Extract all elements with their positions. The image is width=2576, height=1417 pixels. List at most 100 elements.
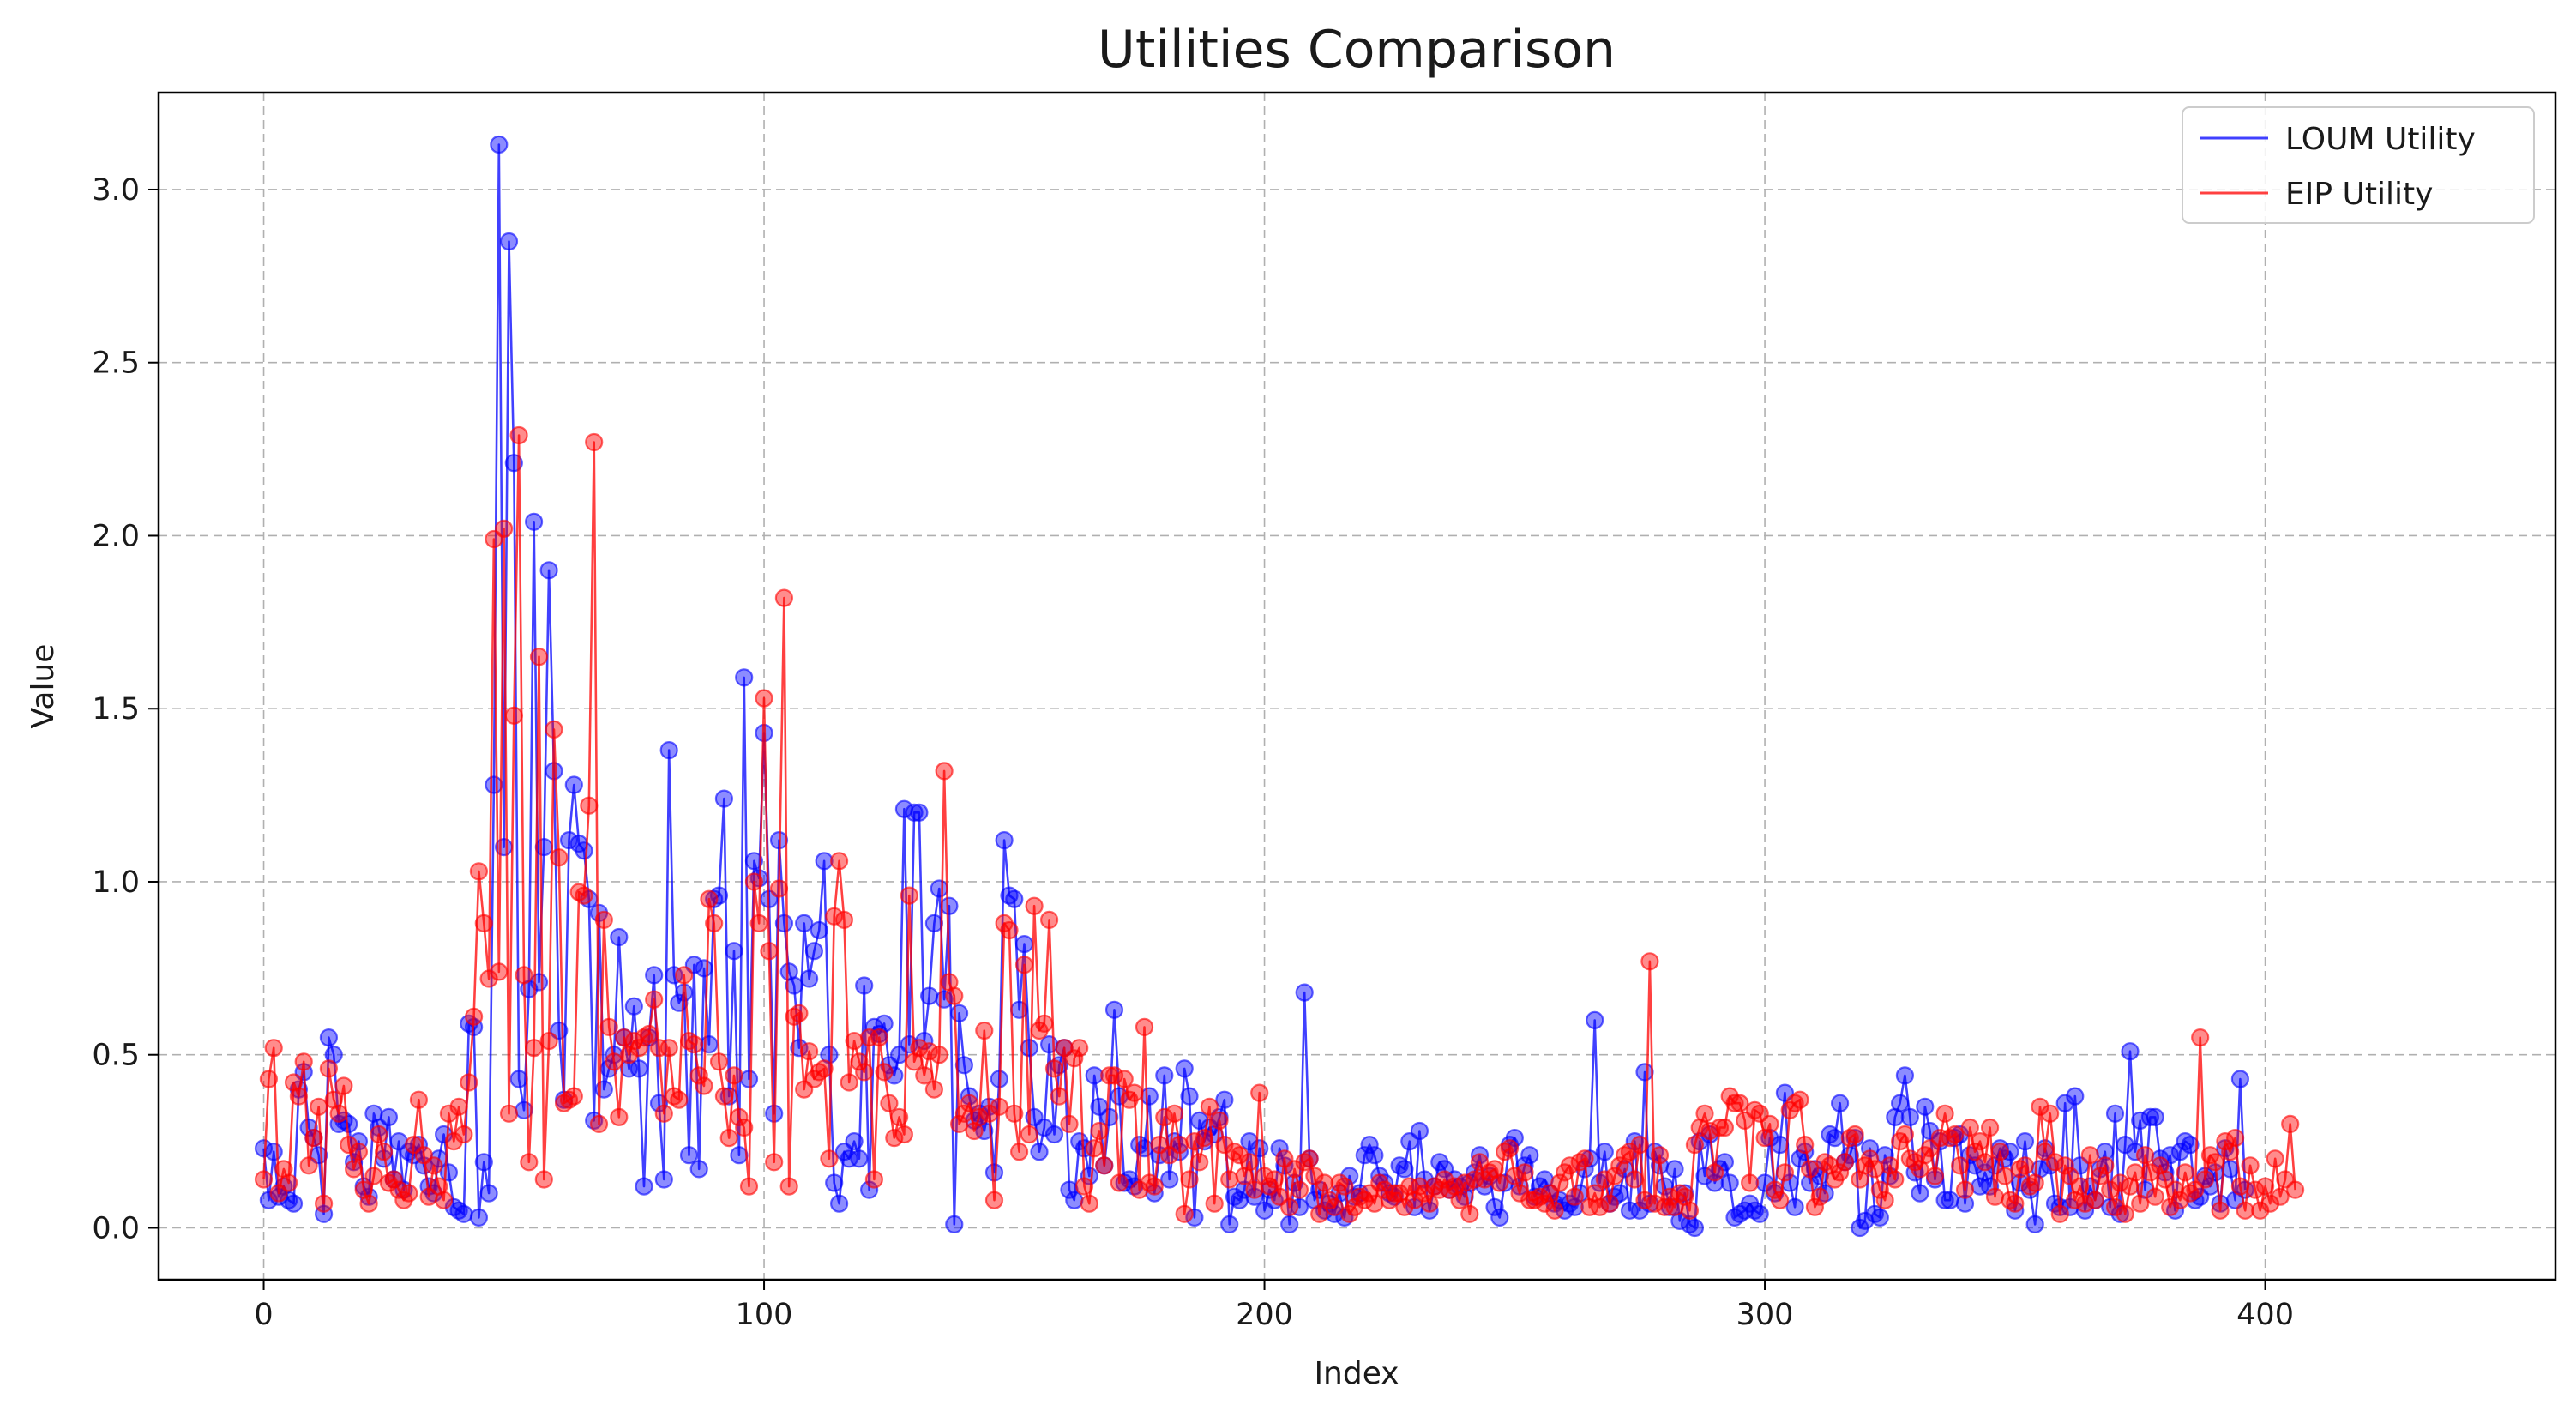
data-point <box>2126 1163 2145 1182</box>
data-point <box>1360 1135 1379 1155</box>
data-point <box>1630 1201 1649 1220</box>
data-point <box>2080 1146 2099 1165</box>
data-point <box>1280 1197 1299 1216</box>
data-point <box>550 848 569 867</box>
data-point <box>1060 1114 1079 1134</box>
data-point <box>1771 1191 1790 1209</box>
data-point <box>979 1104 999 1123</box>
x-axis-label: Index <box>1314 1356 1399 1391</box>
data-point <box>915 1066 934 1085</box>
data-point <box>1450 1191 1469 1209</box>
data-point <box>825 1173 844 1192</box>
data-point <box>444 1131 463 1151</box>
data-point <box>545 720 563 739</box>
data-point <box>829 1194 849 1213</box>
data-point <box>2216 1131 2235 1151</box>
data-point <box>700 889 719 908</box>
data-point <box>1685 1135 1705 1155</box>
data-point <box>679 1146 699 1165</box>
data-point <box>2025 1215 2044 1234</box>
data-point <box>1625 1170 1644 1189</box>
data-point <box>1595 1143 1614 1161</box>
data-point <box>875 1063 894 1082</box>
data-point <box>2251 1201 2270 1220</box>
data-point <box>1870 1180 1889 1199</box>
data-point <box>1490 1173 1509 1192</box>
data-point <box>539 561 558 580</box>
data-point <box>815 852 834 871</box>
data-point <box>1460 1204 1479 1223</box>
data-point <box>1680 1201 1700 1220</box>
data-point <box>924 914 944 933</box>
data-point <box>760 942 779 961</box>
data-point <box>810 920 828 940</box>
data-point <box>1200 1097 1219 1116</box>
data-point <box>1535 1194 1554 1213</box>
data-point <box>654 1170 673 1189</box>
data-point <box>2256 1177 2275 1196</box>
data-point <box>885 1128 904 1148</box>
data-point <box>284 1194 304 1213</box>
y-axis-label: Value <box>26 644 61 729</box>
data-point <box>640 1024 659 1044</box>
data-point <box>970 1107 989 1127</box>
data-point <box>940 896 959 915</box>
data-point <box>2226 1128 2245 1148</box>
data-point <box>1766 1180 1785 1199</box>
data-point <box>2230 1070 2249 1088</box>
data-point <box>594 910 613 930</box>
data-point <box>1750 1204 1769 1223</box>
data-point <box>1385 1184 1404 1203</box>
data-point <box>1510 1184 1529 1203</box>
data-point <box>1285 1160 1304 1179</box>
data-point <box>984 1163 1004 1182</box>
x-tick-label: 400 <box>2236 1298 2294 1332</box>
data-point <box>2050 1204 2069 1223</box>
data-point <box>1505 1167 1524 1185</box>
data-point <box>1600 1194 1619 1213</box>
data-point <box>845 1131 864 1151</box>
data-point <box>1009 1143 1029 1161</box>
data-point <box>2260 1194 2279 1213</box>
data-point <box>474 1153 493 1172</box>
data-point <box>910 803 929 822</box>
data-point <box>730 1107 749 1127</box>
data-point <box>834 910 854 930</box>
y-tick-label: 0.0 <box>92 1211 140 1245</box>
data-point <box>1125 1083 1144 1102</box>
data-point <box>714 789 734 808</box>
data-point <box>689 1160 708 1179</box>
data-point <box>1215 1090 1234 1109</box>
data-point <box>960 1094 978 1112</box>
data-point <box>2105 1197 2125 1216</box>
data-point <box>1410 1121 1429 1141</box>
data-point <box>1886 1170 1905 1189</box>
data-point <box>700 1034 719 1054</box>
data-point <box>995 830 1014 850</box>
data-point <box>1070 1039 1089 1058</box>
data-point <box>1660 1187 1679 1206</box>
data-point <box>310 1097 328 1116</box>
data-point <box>820 1149 839 1168</box>
data-point <box>2071 1177 2090 1196</box>
data-point <box>2085 1191 2104 1209</box>
data-point <box>684 1034 704 1054</box>
data-point <box>1520 1146 1539 1165</box>
data-point <box>1044 1125 1064 1144</box>
data-point <box>1039 910 1059 930</box>
data-point <box>524 1039 544 1058</box>
data-point <box>2075 1194 2095 1213</box>
data-point <box>1104 1066 1124 1085</box>
data-point <box>610 1107 629 1127</box>
data-point <box>2286 1180 2305 1199</box>
data-point <box>315 1194 334 1213</box>
data-point <box>2236 1201 2254 1220</box>
data-point <box>1695 1167 1714 1185</box>
data-point <box>599 1017 618 1037</box>
data-point <box>1586 1010 1604 1030</box>
data-point <box>409 1090 428 1109</box>
data-point <box>439 1163 459 1182</box>
data-point <box>499 1104 519 1123</box>
data-point <box>1220 1170 1239 1189</box>
